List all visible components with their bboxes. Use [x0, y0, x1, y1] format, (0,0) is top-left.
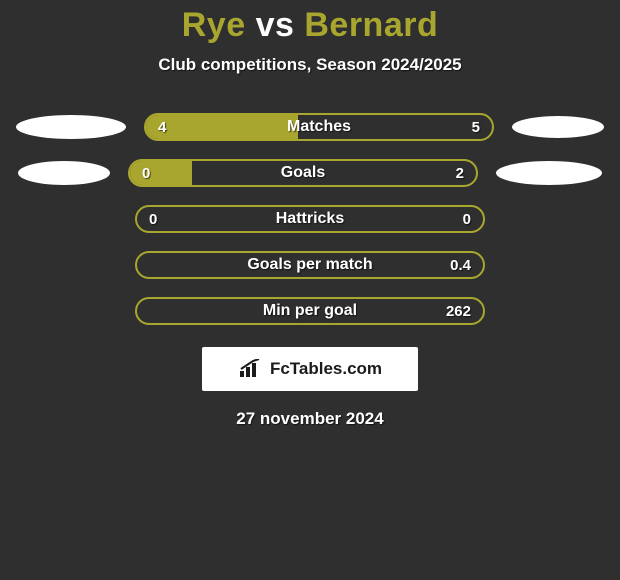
side-oval-left: [18, 161, 110, 185]
stat-value-right: 0.4: [438, 253, 483, 277]
side-oval-left: [16, 115, 126, 139]
stat-bar: Goals per match0.4: [135, 251, 485, 279]
stat-bar: Matches4 5: [144, 113, 494, 141]
stats-list: Matches45Goals02Hattricks00Goals per mat…: [0, 113, 620, 325]
spacer: [0, 265, 117, 266]
side-oval-right: [496, 161, 602, 185]
stat-bar: Hattricks0 0: [135, 205, 485, 233]
spacer: [503, 219, 620, 220]
stat-row: Hattricks0 0: [0, 205, 620, 233]
stat-value-right: 2: [444, 161, 476, 185]
stat-row: Goals per match0.4: [0, 251, 620, 279]
stat-value-left: 0: [137, 207, 169, 231]
stat-value-right: 5: [460, 115, 492, 139]
side-oval-right: [512, 116, 604, 138]
stat-bar: Min per goal262: [135, 297, 485, 325]
stat-value-left: 0: [130, 161, 162, 185]
stat-label: Matches: [146, 115, 492, 139]
spacer: [0, 219, 117, 220]
stat-row: Min per goal262: [0, 297, 620, 325]
player-b-name: Bernard: [304, 6, 438, 44]
page-title: Rye vs Bernard: [0, 0, 620, 45]
stat-label: Hattricks: [137, 207, 483, 231]
page: Rye vs Bernard Club competitions, Season…: [0, 0, 620, 580]
footer-badge-text: FcTables.com: [270, 359, 382, 379]
stat-bar: Goals0 2: [128, 159, 478, 187]
stat-label: Goals per match: [137, 253, 483, 277]
stat-value-right: 0: [451, 207, 483, 231]
player-a-name: Rye: [182, 6, 246, 44]
spacer: [503, 265, 620, 266]
spacer: [0, 311, 117, 312]
chart-icon: [238, 359, 262, 379]
stat-label: Min per goal: [137, 299, 483, 323]
stat-row: Matches4 5: [0, 113, 620, 141]
spacer: [503, 311, 620, 312]
footer-badge: FcTables.com: [202, 347, 418, 391]
title-vs: vs: [256, 6, 295, 44]
subtitle: Club competitions, Season 2024/2025: [0, 55, 620, 75]
stat-value-left: 4: [146, 115, 178, 139]
stat-value-right: 262: [434, 299, 483, 323]
stat-row: Goals0 2: [0, 159, 620, 187]
stat-label: Goals: [130, 161, 476, 185]
date-text: 27 november 2024: [0, 409, 620, 429]
